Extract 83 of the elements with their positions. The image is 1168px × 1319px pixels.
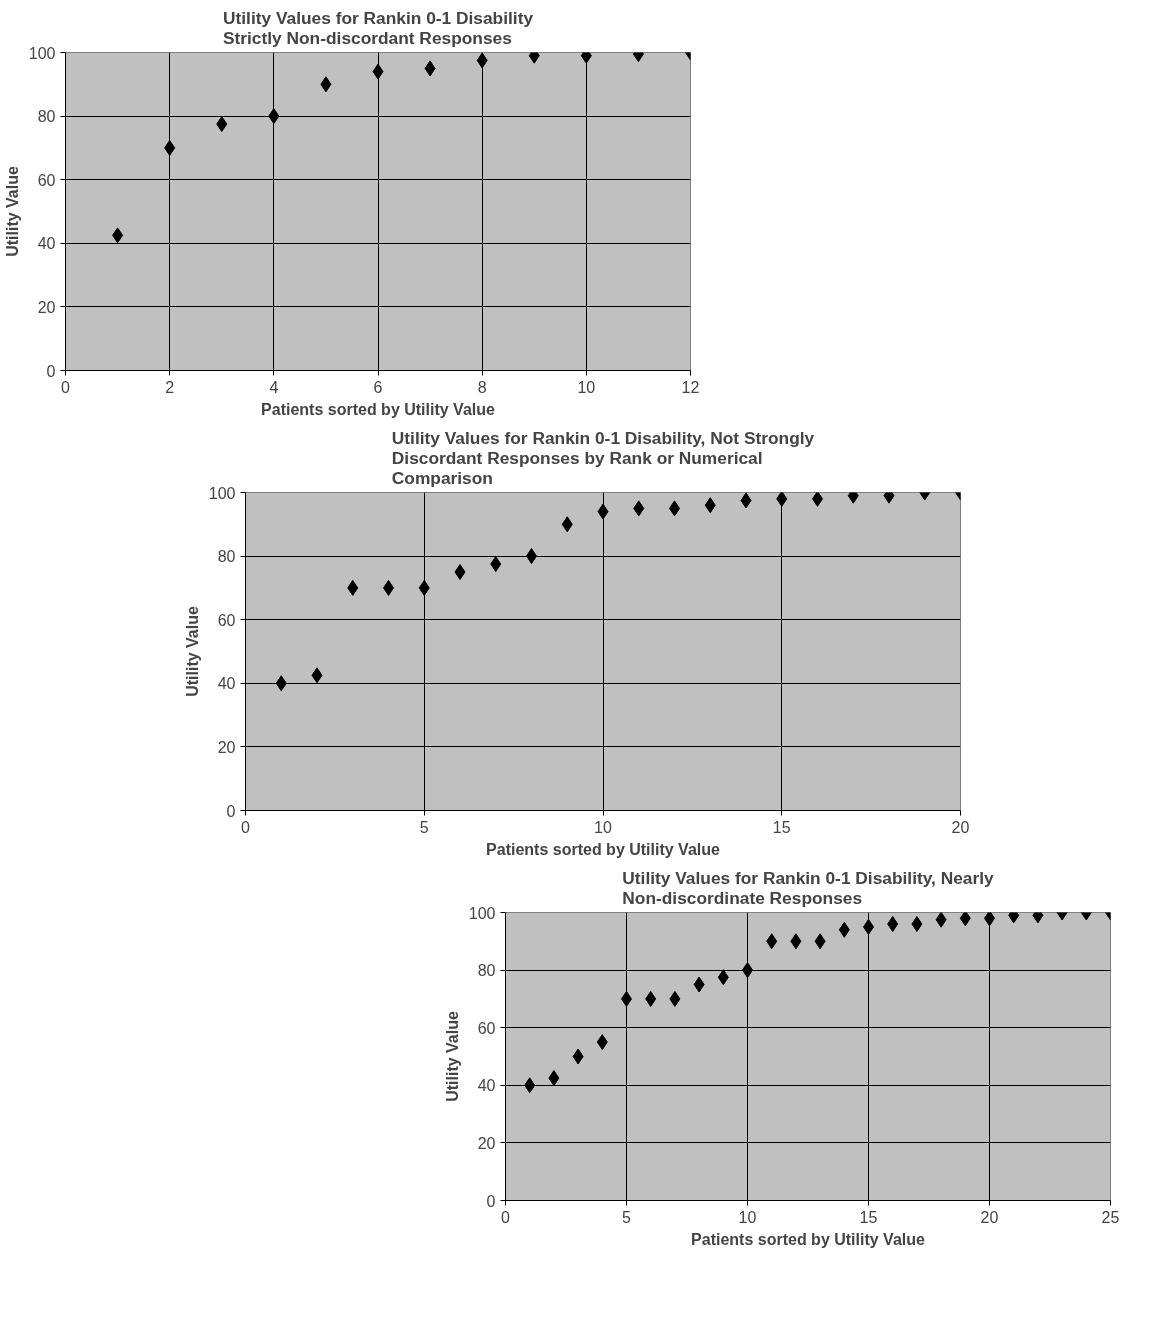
x-axis-title: Patients sorted by Utility Value — [486, 840, 721, 858]
y-tick-label: 40 — [477, 1077, 496, 1095]
y-axis-title: Utility Value — [3, 166, 21, 257]
y-tick-label: 20 — [217, 738, 236, 756]
point — [561, 516, 573, 533]
point — [693, 976, 705, 993]
point — [112, 227, 124, 244]
x-tick-label: 10 — [594, 818, 612, 836]
y-tick-label: 20 — [477, 1134, 496, 1152]
point — [984, 912, 995, 927]
point — [838, 921, 850, 938]
point — [669, 990, 681, 1007]
x-tick-label: 5 — [419, 818, 429, 836]
y-tick-label: 80 — [37, 108, 56, 126]
y-tick-label: 0 — [46, 362, 56, 380]
point — [790, 933, 802, 950]
point — [935, 912, 947, 928]
point — [524, 1077, 536, 1094]
x-tick-label: 0 — [241, 818, 251, 836]
point — [597, 503, 609, 520]
point — [424, 60, 436, 77]
point — [275, 675, 287, 692]
point — [572, 1048, 584, 1065]
y-tick-label: 100 — [28, 44, 56, 62]
point — [776, 492, 788, 507]
x-tick-label: 2 — [165, 378, 175, 396]
y-tick-label: 100 — [468, 904, 496, 922]
x-tick-label: 10 — [577, 378, 596, 396]
point — [633, 500, 645, 517]
point — [311, 667, 323, 684]
y-axis-title: Utility Value — [443, 1011, 461, 1102]
y-tick-label: 40 — [37, 235, 56, 253]
y-tick-label: 40 — [217, 675, 236, 693]
x-tick-label: 10 — [738, 1208, 757, 1226]
x-tick-label: 20 — [951, 818, 970, 836]
x-tick-label: 6 — [373, 378, 383, 396]
x-axis-title: Patients sorted by Utility Value — [691, 1230, 926, 1248]
point — [372, 63, 384, 80]
y-tick-label: 60 — [217, 611, 236, 629]
chart-title: Utility Values for Rankin 0-1 Disability, Not Strongly Discordant Responses by Rank or Numerical Comparison — [391, 427, 815, 488]
y-tick-label: 60 — [477, 1019, 496, 1037]
point — [717, 969, 729, 986]
y-tick-label: 100 — [208, 484, 236, 502]
point — [812, 492, 823, 507]
point — [476, 52, 488, 69]
y-axis-title: Utility Value — [183, 606, 201, 697]
point — [454, 564, 466, 580]
x-tick-label: 0 — [501, 1208, 511, 1226]
y-tick-label: 60 — [37, 171, 56, 189]
point — [320, 76, 332, 93]
chart-title: Utility Values for Rankin 0-1 Disability, Nearly Non-discordinate Responses — [622, 867, 995, 908]
x-tick-label: 4 — [269, 378, 279, 396]
y-tick-label: 80 — [477, 962, 496, 980]
point — [959, 912, 971, 927]
point — [704, 497, 716, 514]
y-tick-label: 0 — [226, 802, 236, 820]
chart-title: Utility Values for Rankin 0-1 Disability Strictly Non-discordant Responses — [222, 7, 534, 48]
x-tick-label: 15 — [859, 1208, 878, 1226]
point — [164, 139, 176, 156]
point — [814, 933, 826, 950]
y-tick-label: 0 — [486, 1192, 496, 1210]
point — [418, 579, 430, 596]
point — [645, 990, 657, 1007]
x-tick-label: 15 — [772, 818, 791, 836]
point — [887, 916, 899, 933]
x-tick-label: 0 — [61, 378, 71, 396]
point — [216, 116, 228, 133]
point — [490, 556, 502, 573]
y-tick-label: 80 — [217, 548, 236, 566]
x-axis-title: Patients sorted by Utility Value — [261, 400, 496, 418]
y-tick-label: 20 — [37, 298, 56, 316]
point — [740, 492, 752, 509]
x-tick-label: 25 — [1101, 1208, 1120, 1226]
point — [548, 1070, 560, 1087]
point — [911, 916, 923, 933]
point — [268, 108, 280, 125]
x-tick-label: 12 — [681, 378, 700, 396]
x-tick-label: 20 — [980, 1208, 999, 1226]
point — [596, 1034, 608, 1051]
point — [766, 933, 778, 950]
point — [347, 579, 359, 596]
x-tick-label: 8 — [477, 378, 487, 396]
x-tick-label: 5 — [622, 1208, 632, 1226]
